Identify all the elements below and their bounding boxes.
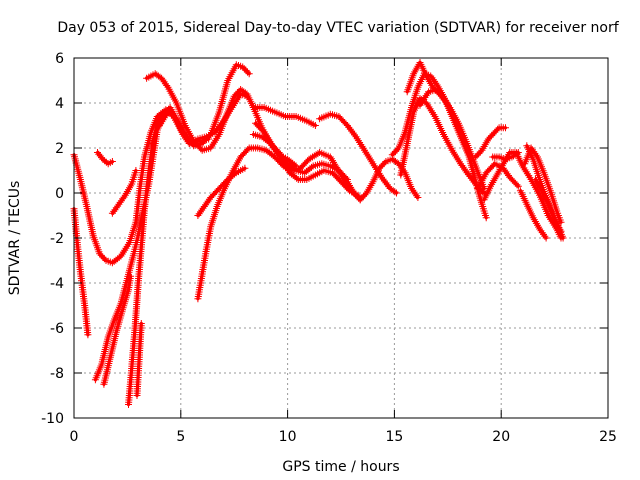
series-markers <box>516 187 550 242</box>
data-series-trace-11 <box>194 144 364 303</box>
data-series-trace-29 <box>531 176 565 235</box>
data-series-trace-4 <box>100 272 135 388</box>
data-series-trace-16 <box>316 110 400 197</box>
data-series-trace-15 <box>249 131 351 183</box>
y-axis-label: SDTVAR / TECUs <box>7 181 23 296</box>
y-tick-label: -2 <box>50 231 64 247</box>
x-tick-label: 0 <box>70 429 79 445</box>
x-tick-label: 5 <box>176 429 185 445</box>
series-markers <box>316 110 400 197</box>
data-series <box>70 59 567 408</box>
series-markers <box>249 131 351 183</box>
data-series-trace-17 <box>343 155 422 204</box>
series-markers <box>94 149 116 168</box>
series-markers <box>194 144 364 303</box>
series-markers <box>489 149 522 163</box>
y-tick-label: 0 <box>55 186 64 202</box>
y-tick-label: -8 <box>50 366 64 382</box>
data-series-trace-8 <box>108 167 140 217</box>
data-series-trace-12 <box>194 164 249 219</box>
data-series-trace-13 <box>249 104 319 129</box>
data-series-trace-25 <box>489 149 522 163</box>
y-tick-label: 6 <box>55 51 64 67</box>
series-markers <box>403 59 488 192</box>
data-series-trace-21 <box>416 86 475 163</box>
series-markers <box>133 320 145 399</box>
series-markers <box>194 164 249 219</box>
y-tick-label: -4 <box>50 276 64 292</box>
series-markers <box>100 272 135 388</box>
x-tick-label: 20 <box>492 429 510 445</box>
data-series-trace-24 <box>480 149 565 242</box>
y-tick-label: -6 <box>50 321 64 337</box>
axis-ticks: 0 5 10 15 20 25 -10 -8 -6 -4 -2 0 2 4 6 <box>41 51 617 445</box>
series-markers <box>531 176 565 235</box>
grid <box>74 58 608 418</box>
series-markers <box>343 155 422 204</box>
series-markers <box>108 167 140 217</box>
series-markers <box>472 124 509 161</box>
data-series-trace-18 <box>388 70 490 222</box>
data-series-trace-20 <box>403 59 488 192</box>
x-tick-label: 25 <box>599 429 617 445</box>
series-markers <box>125 110 166 408</box>
y-tick-label: 4 <box>55 96 64 112</box>
data-series-trace-5 <box>125 110 166 408</box>
series-markers <box>249 104 319 129</box>
chart-title: Day 053 of 2015, Sidereal Day-to-day VTE… <box>57 20 619 36</box>
data-series-trace-7 <box>94 149 116 168</box>
x-tick-label: 10 <box>279 429 297 445</box>
series-markers <box>155 61 253 150</box>
data-series-trace-10 <box>155 61 253 150</box>
y-tick-label: -10 <box>41 411 64 427</box>
x-tick-label: 15 <box>385 429 403 445</box>
data-series-trace-6 <box>133 320 145 399</box>
y-tick-label: 2 <box>55 141 64 157</box>
data-series-trace-28 <box>516 187 550 242</box>
data-series-trace-19 <box>397 95 488 197</box>
series-markers <box>416 86 475 163</box>
data-series-trace-22 <box>472 124 509 161</box>
x-axis-label: GPS time / hours <box>282 459 399 475</box>
